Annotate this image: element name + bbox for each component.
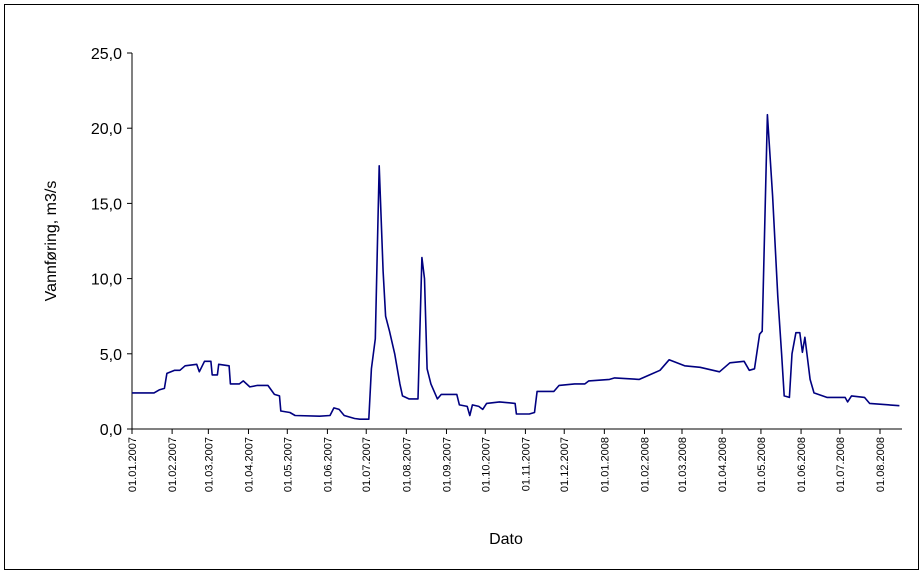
y-tick-label: 15,0: [91, 196, 122, 213]
y-tick-label: 0,0: [100, 422, 122, 439]
x-tick-label: 01.11.2007: [520, 437, 532, 491]
x-tick-label: 01.06.2008: [796, 437, 808, 492]
y-tick-label: 5,0: [100, 347, 122, 364]
y-tick-label: 10,0: [91, 272, 122, 289]
x-tick-label: 01.03.2008: [677, 437, 689, 492]
x-tick-label: 01.12.2007: [559, 437, 571, 492]
x-tick-label: 01.10.2007: [480, 437, 492, 492]
x-tick-label: 01.08.2008: [875, 437, 887, 492]
x-tick-label: 01.01.2007: [127, 437, 139, 492]
x-tick-label: 01.03.2007: [203, 437, 215, 492]
y-axis-label: Vannføring, m3/s: [43, 181, 60, 302]
x-tick-label: 01.05.2007: [282, 437, 294, 492]
x-tick-label: 01.04.2008: [717, 437, 729, 492]
x-tick-label: 01.07.2008: [835, 437, 847, 492]
x-tick-label: 01.05.2008: [756, 437, 768, 492]
x-tick-label: 01.07.2007: [361, 437, 373, 492]
x-tick-label: 01.02.2007: [167, 437, 179, 492]
x-tick-label: 01.04.2007: [243, 437, 255, 492]
data-line: [132, 113, 900, 420]
x-tick-label: 01.08.2007: [401, 437, 413, 492]
y-tick-label: 20,0: [91, 121, 122, 138]
chart-frame: [4, 4, 919, 570]
x-tick-label: 01.09.2007: [441, 437, 453, 492]
x-tick-label: 01.01.2008: [599, 437, 611, 492]
x-axis-label: Dato: [489, 531, 523, 548]
y-tick-label: 25,0: [91, 46, 122, 63]
x-tick-label: 01.02.2008: [639, 437, 651, 492]
x-tick-label: 01.06.2007: [322, 437, 334, 492]
